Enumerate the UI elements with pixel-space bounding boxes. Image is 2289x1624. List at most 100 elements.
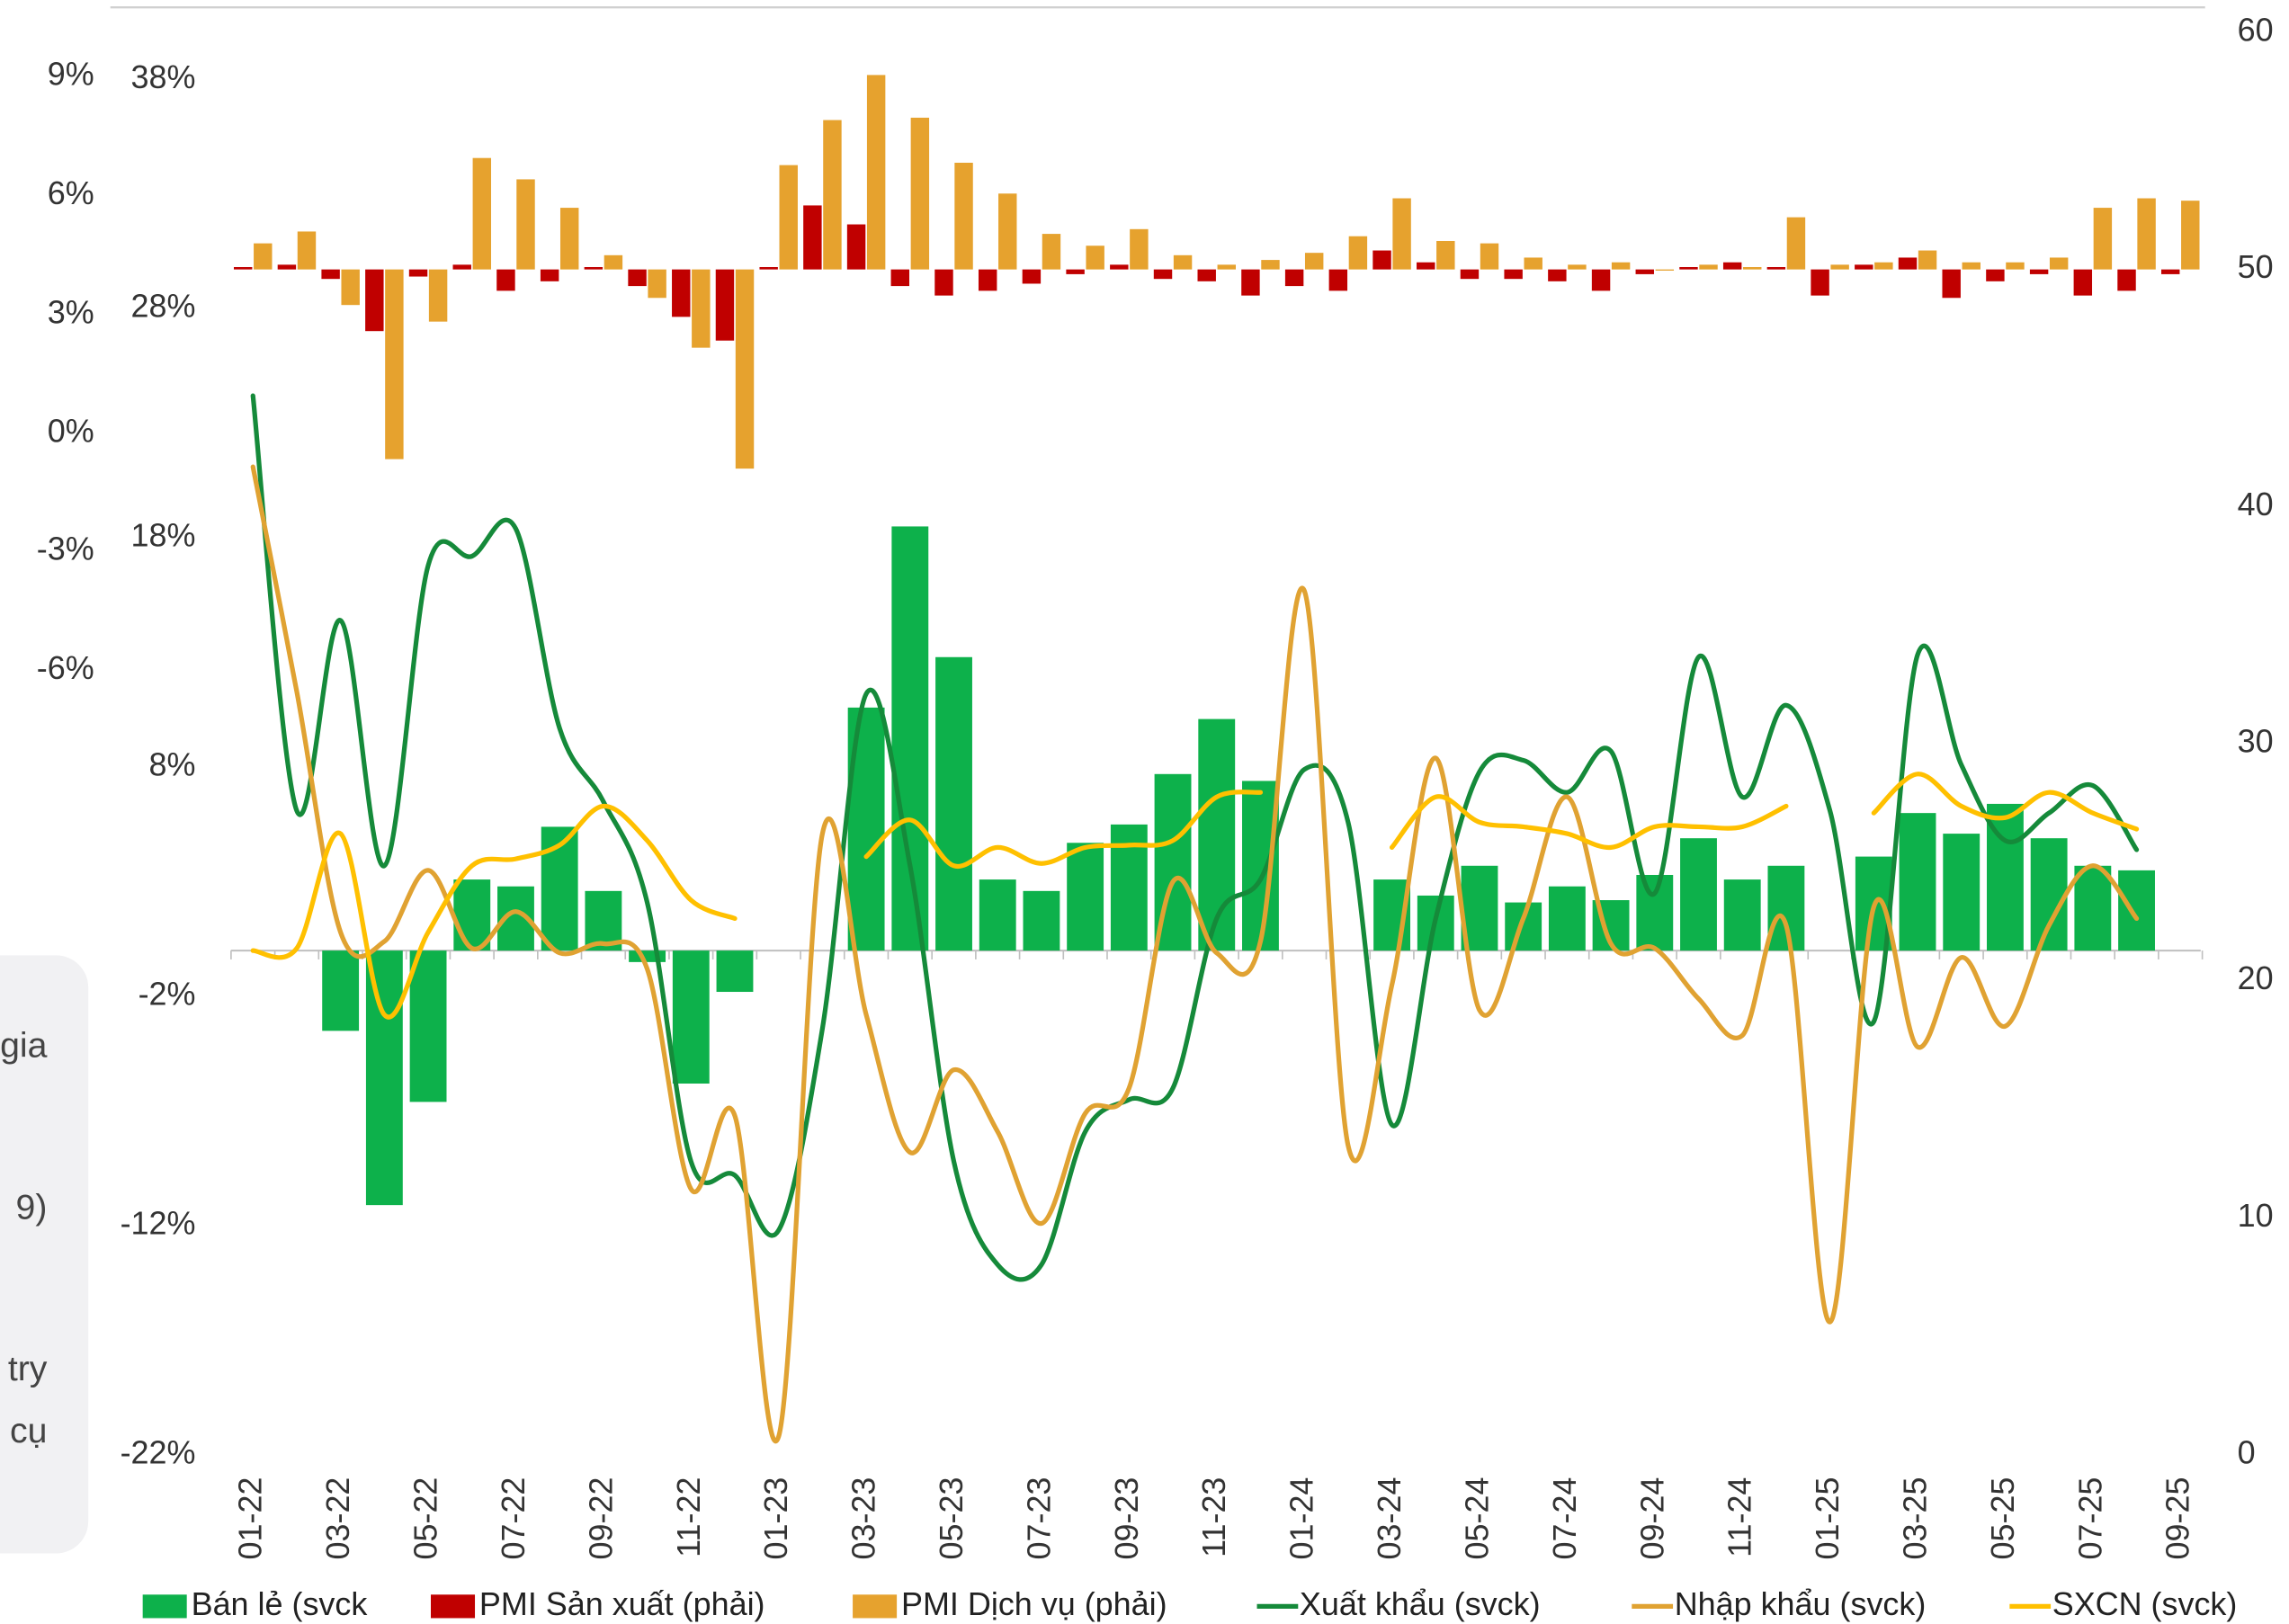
legend-label: SXCN (svck) xyxy=(2052,1585,2238,1622)
bar xyxy=(979,879,1016,951)
bg-axis-label: 0% xyxy=(48,413,94,450)
side-text: 9) xyxy=(16,1187,48,1227)
bar xyxy=(910,117,930,270)
bar xyxy=(648,269,666,299)
bar xyxy=(1373,250,1391,270)
bar xyxy=(891,526,929,951)
bar xyxy=(2029,269,2049,274)
bar xyxy=(1086,245,1104,270)
bar xyxy=(823,120,842,270)
bar xyxy=(277,264,297,270)
x-tick-label: 01-23 xyxy=(757,1477,794,1560)
bar xyxy=(1023,890,1060,951)
bar xyxy=(935,656,972,951)
bar xyxy=(1786,217,1806,270)
bar xyxy=(254,243,273,270)
bar xyxy=(1241,269,1260,296)
bar xyxy=(1830,264,1849,270)
line xyxy=(250,464,2140,1443)
y-tick-label: 38% xyxy=(131,58,196,95)
bar xyxy=(1655,269,1675,271)
bar xyxy=(1680,838,1717,951)
bar xyxy=(322,950,360,1031)
bar xyxy=(1899,813,1936,951)
y2-tick-label: 20 xyxy=(2238,959,2274,996)
bar xyxy=(672,269,691,317)
bar xyxy=(1022,269,1042,284)
legend-label: Bán lẻ (svck xyxy=(192,1585,369,1622)
bar xyxy=(385,269,404,460)
bar xyxy=(428,269,448,322)
bar xyxy=(365,950,403,1206)
x-tick-label: 05-23 xyxy=(933,1477,970,1560)
x-tick-label: 11-22 xyxy=(670,1477,707,1557)
x-tick-label: 09-25 xyxy=(2159,1477,2196,1560)
bar xyxy=(1304,253,1324,270)
bar xyxy=(1153,269,1173,280)
bar xyxy=(1743,267,1762,270)
bar xyxy=(1130,228,1149,270)
bar xyxy=(453,879,491,951)
bar xyxy=(866,75,886,270)
bar xyxy=(779,165,798,270)
bar xyxy=(1284,269,1304,287)
y-tick-label: 28% xyxy=(131,288,196,325)
bar xyxy=(934,269,953,296)
legend: Bán lẻ (svck PMI Sản xuất (phải) PMI Dịch … xyxy=(142,1585,2238,1622)
bar xyxy=(890,269,909,287)
side-text: cụ xyxy=(10,1411,47,1450)
bar xyxy=(1898,257,1918,270)
bar xyxy=(1918,250,1937,270)
bar xyxy=(1198,718,1236,951)
bar xyxy=(1811,269,1829,296)
bar xyxy=(604,254,623,270)
bar xyxy=(496,269,515,291)
bar xyxy=(978,269,997,291)
bar xyxy=(1505,902,1542,951)
bar xyxy=(1173,254,1193,270)
y-tick-label: 18% xyxy=(131,517,196,554)
bar xyxy=(715,269,735,341)
bar xyxy=(1611,262,1631,270)
x-tick-label: 07-23 xyxy=(1020,1477,1057,1560)
y2-tick-label: 40 xyxy=(2238,486,2274,522)
bg-axis-label: -6% xyxy=(37,649,94,686)
bar xyxy=(1436,240,1455,270)
bar xyxy=(1110,264,1129,270)
y2-tick-label: 30 xyxy=(2238,723,2274,760)
y-tick-label: -2% xyxy=(139,976,196,1013)
bar xyxy=(716,950,754,993)
bar xyxy=(516,179,535,270)
bar xyxy=(1548,886,1586,951)
bar xyxy=(1591,269,1611,291)
x-tick-label: 03-23 xyxy=(845,1477,882,1560)
bar xyxy=(1524,257,1542,270)
bar xyxy=(1066,269,1085,274)
x-tick-label: 07-22 xyxy=(495,1477,532,1560)
bar xyxy=(1636,874,1674,951)
bar xyxy=(1197,269,1216,281)
legend-swatch xyxy=(142,1594,187,1619)
x-tick-label: 05-22 xyxy=(407,1477,444,1560)
bar xyxy=(1635,269,1654,274)
bar xyxy=(1348,236,1368,270)
bar xyxy=(1942,269,1961,299)
bar xyxy=(1460,269,1480,280)
legend-label: Xuất khẩu (svck) xyxy=(1300,1585,1541,1622)
x-tick-label: 09-24 xyxy=(1633,1477,1670,1560)
x-tick-label: 11-23 xyxy=(1195,1477,1232,1557)
side-text: gia xyxy=(0,1026,48,1066)
bar xyxy=(1217,264,1236,270)
x-tick-label: 03-25 xyxy=(1897,1477,1934,1560)
bar xyxy=(1986,269,2005,281)
bar xyxy=(584,267,604,270)
bg-axis-label: 6% xyxy=(48,174,94,211)
bar xyxy=(2118,870,2155,951)
bar xyxy=(2093,208,2113,270)
legend-swatch xyxy=(431,1594,476,1619)
bar xyxy=(1328,269,1348,291)
bar xyxy=(628,269,647,287)
bar xyxy=(321,269,340,280)
x-tick-label: 03-22 xyxy=(319,1477,356,1560)
y2-tick-label: 50 xyxy=(2238,248,2274,285)
